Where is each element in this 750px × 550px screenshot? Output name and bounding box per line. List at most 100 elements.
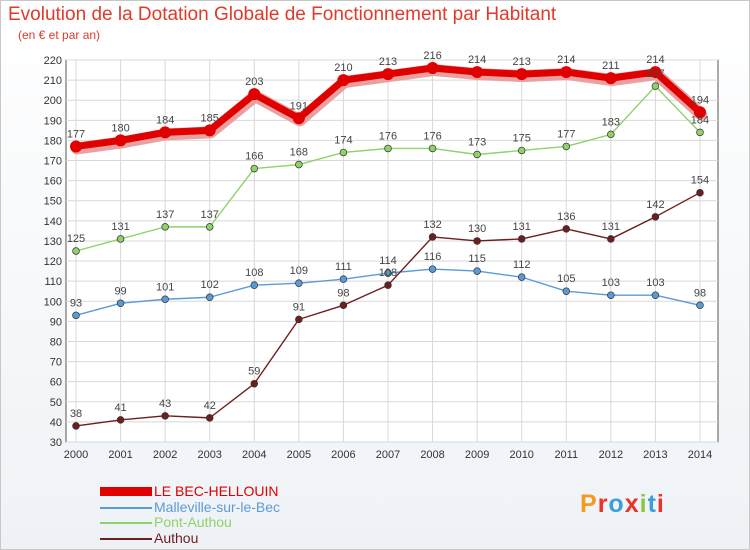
data-point — [205, 293, 214, 301]
data-point — [72, 422, 80, 430]
y-tick-label: 140 — [44, 216, 62, 228]
logo-letter: t — [647, 490, 657, 518]
y-tick-label: 50 — [50, 397, 62, 409]
data-point — [473, 267, 481, 275]
y-tick-label: 170 — [44, 156, 62, 168]
data-point — [381, 68, 394, 81]
data-label: 132 — [423, 219, 441, 231]
data-point — [72, 311, 80, 320]
data-point — [651, 291, 660, 299]
data-label: 125 — [67, 233, 85, 245]
x-tick-label: 2013 — [643, 449, 667, 461]
data-label: 42 — [204, 400, 216, 412]
data-point — [250, 281, 259, 289]
data-label: 184 — [156, 114, 174, 126]
data-point — [696, 301, 704, 310]
y-tick-label: 120 — [44, 256, 62, 268]
data-point — [426, 62, 439, 75]
x-tick-label: 2001 — [108, 449, 132, 461]
x-tick-label: 2012 — [599, 449, 623, 461]
proxiti-logo: Proxiti — [580, 490, 665, 519]
x-tick-label: 2008 — [420, 449, 444, 461]
data-point — [295, 315, 303, 324]
data-label: 168 — [290, 147, 308, 159]
data-label: 211 — [602, 60, 620, 72]
data-point — [384, 281, 392, 289]
data-label: 174 — [334, 134, 352, 146]
x-tick-label: 2011 — [554, 449, 578, 461]
data-label: 142 — [646, 199, 664, 211]
data-label: 213 — [379, 56, 397, 68]
data-labels: 93 99 101 102 108 109 111 114 116 115 112 105 103 103… — [67, 50, 709, 420]
data-label: 136 — [557, 211, 575, 223]
legend-label: Pont-Authou — [154, 514, 232, 530]
y-tick-label: 70 — [50, 357, 62, 369]
plot-area — [65, 59, 719, 443]
x-tick-label: 2003 — [197, 449, 221, 461]
data-label: 180 — [111, 122, 129, 134]
legend-swatch — [100, 537, 152, 540]
data-label: 210 — [334, 62, 352, 74]
legend-label: Malleville-sur-le-Bec — [154, 498, 281, 515]
data-point — [114, 134, 127, 147]
y-tick-label: 60 — [50, 377, 62, 389]
x-tick-label: 2000 — [64, 449, 88, 461]
data-point — [649, 66, 662, 79]
data-point — [607, 291, 615, 299]
data-point — [607, 235, 615, 243]
logo-letter: P — [580, 490, 598, 518]
legend-swatch — [100, 487, 152, 496]
logo-letter: i — [639, 490, 648, 518]
y-tick-label: 90 — [50, 316, 62, 328]
data-label: 131 — [513, 221, 531, 233]
data-point — [384, 269, 392, 277]
data-label: 98 — [337, 287, 349, 299]
data-point — [250, 379, 259, 388]
data-point — [339, 301, 348, 310]
data-label: 93 — [70, 297, 82, 309]
data-point — [604, 72, 617, 85]
data-label: 191 — [290, 100, 308, 112]
data-label: 183 — [602, 116, 620, 128]
data-point — [339, 148, 348, 157]
y-tick-label: 160 — [44, 176, 62, 188]
data-point — [473, 150, 481, 159]
legend-label: LE BEC-HELLOUIN — [154, 483, 279, 499]
data-point — [295, 279, 303, 287]
data-point — [384, 144, 392, 153]
data-point — [517, 273, 526, 281]
x-tick-label: 2007 — [376, 449, 400, 461]
x-tick-label: 2009 — [465, 449, 489, 461]
data-point — [560, 66, 573, 79]
data-label: 216 — [423, 50, 441, 62]
data-point — [696, 188, 704, 197]
data-label: 130 — [468, 223, 486, 235]
data-point — [693, 106, 706, 119]
y-tick-label: 30 — [50, 437, 62, 449]
data-point — [337, 74, 350, 87]
legend-swatch — [100, 506, 152, 509]
data-point — [250, 164, 259, 173]
data-point — [339, 275, 348, 283]
data-point — [116, 299, 125, 308]
data-label: 103 — [602, 277, 620, 289]
data-point — [292, 112, 305, 125]
data-point — [161, 223, 169, 231]
data-point — [248, 88, 261, 101]
logo-letter: r — [597, 490, 609, 518]
data-label: 99 — [114, 285, 126, 297]
data-label: 108 — [379, 267, 397, 279]
data-label: 173 — [468, 136, 486, 148]
data-point — [116, 416, 125, 424]
x-tick-label: 2014 — [688, 449, 712, 461]
y-tick-label: 130 — [44, 236, 62, 248]
data-label: 105 — [557, 273, 575, 285]
data-point — [161, 295, 169, 304]
data-label: 203 — [245, 76, 263, 88]
logo-letter: x — [624, 490, 640, 518]
data-label: 98 — [694, 287, 706, 299]
data-label: 109 — [290, 265, 308, 277]
data-label: 213 — [513, 56, 531, 68]
data-label: 175 — [513, 132, 531, 144]
